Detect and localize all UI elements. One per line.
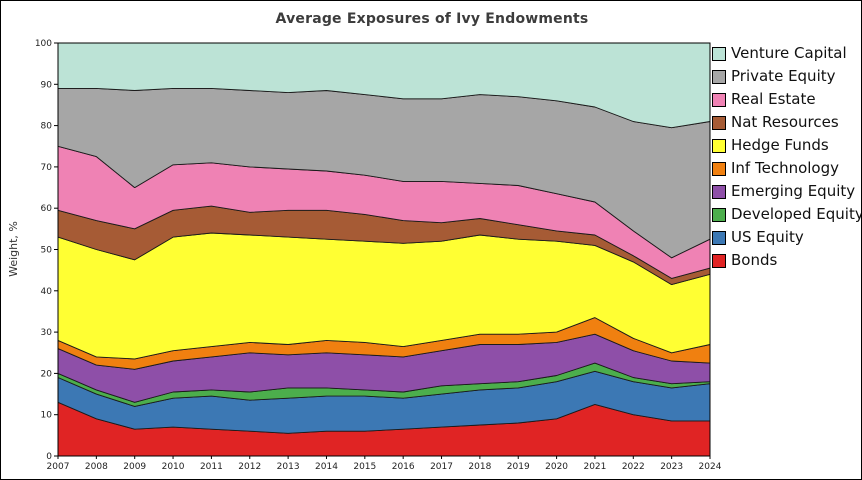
legend-swatch-icon <box>712 184 726 199</box>
x-tick-label: 2024 <box>699 462 722 472</box>
legend-label: US Equity <box>731 228 804 246</box>
legend-swatch-icon <box>712 161 726 176</box>
legend-label: Inf Technology <box>731 159 840 177</box>
legend-label: Emerging Equity <box>731 182 856 200</box>
x-tick-label: 2014 <box>315 462 338 472</box>
x-tick-label: 2019 <box>507 462 530 472</box>
y-tick-label: 70 <box>41 163 53 173</box>
x-tick-label: 2009 <box>123 462 146 472</box>
y-tick-label: 40 <box>41 287 53 297</box>
x-tick-label: 2021 <box>583 462 606 472</box>
legend-item-real-estate: Real Estate <box>712 90 861 108</box>
legend-label: Real Estate <box>731 90 816 108</box>
y-tick-label: 90 <box>41 80 53 90</box>
legend-item-nat-resources: Nat Resources <box>712 113 861 131</box>
legend-item-private-equity: Private Equity <box>712 67 861 85</box>
legend-item-emerging-equity: Emerging Equity <box>712 182 861 200</box>
y-tick-label: 100 <box>35 39 52 49</box>
x-tick-label: 2022 <box>622 462 645 472</box>
y-tick-label: 80 <box>41 122 53 132</box>
x-tick-label: 2015 <box>353 462 376 472</box>
x-tick-label: 2008 <box>85 462 108 472</box>
legend-label: Hedge Funds <box>731 136 829 154</box>
legend-label: Bonds <box>731 251 778 269</box>
legend-swatch-icon <box>712 207 726 222</box>
legend-label: Venture Capital <box>731 44 847 62</box>
legend-item-inf-technology: Inf Technology <box>712 159 861 177</box>
x-tick-label: 2012 <box>238 462 261 472</box>
legend-swatch-icon <box>712 46 726 61</box>
y-tick-label: 50 <box>41 246 53 256</box>
y-tick-label: 0 <box>46 452 52 462</box>
legend-swatch-icon <box>712 92 726 107</box>
y-tick-label: 60 <box>41 204 53 214</box>
chart-title: Average Exposures of Ivy Endowments <box>275 11 589 27</box>
x-tick-label: 2007 <box>47 462 70 472</box>
legend: Venture Capital Private Equity Real Estate… <box>712 44 862 269</box>
legend-label: Developed Equity <box>731 205 862 223</box>
legend-swatch-icon <box>712 230 726 245</box>
legend-item-hedge-funds: Hedge Funds <box>712 136 861 154</box>
x-tick-label: 2018 <box>468 462 491 472</box>
legend-swatch-icon <box>712 115 726 130</box>
legend-swatch-icon <box>712 253 726 268</box>
legend-label: Nat Resources <box>731 113 839 131</box>
legend-swatch-icon <box>712 138 726 153</box>
x-tick-label: 2017 <box>430 462 453 472</box>
x-tick-label: 2011 <box>200 462 223 472</box>
y-tick-label: 20 <box>41 369 53 379</box>
legend-item-bonds: Bonds <box>712 251 861 269</box>
x-tick-label: 2016 <box>392 462 415 472</box>
legend-label: Private Equity <box>731 67 836 85</box>
x-tick-label: 2013 <box>277 462 300 472</box>
y-tick-label: 30 <box>41 328 53 338</box>
legend-item-us-equity: US Equity <box>712 228 861 246</box>
y-tick-label: 10 <box>41 411 53 421</box>
x-tick-label: 2023 <box>660 462 683 472</box>
x-tick-label: 2010 <box>162 462 185 472</box>
x-tick-label: 2020 <box>545 462 568 472</box>
legend-item-developed-equity: Developed Equity <box>712 205 862 223</box>
legend-swatch-icon <box>712 69 726 84</box>
legend-item-venture-capital: Venture Capital <box>712 44 861 62</box>
